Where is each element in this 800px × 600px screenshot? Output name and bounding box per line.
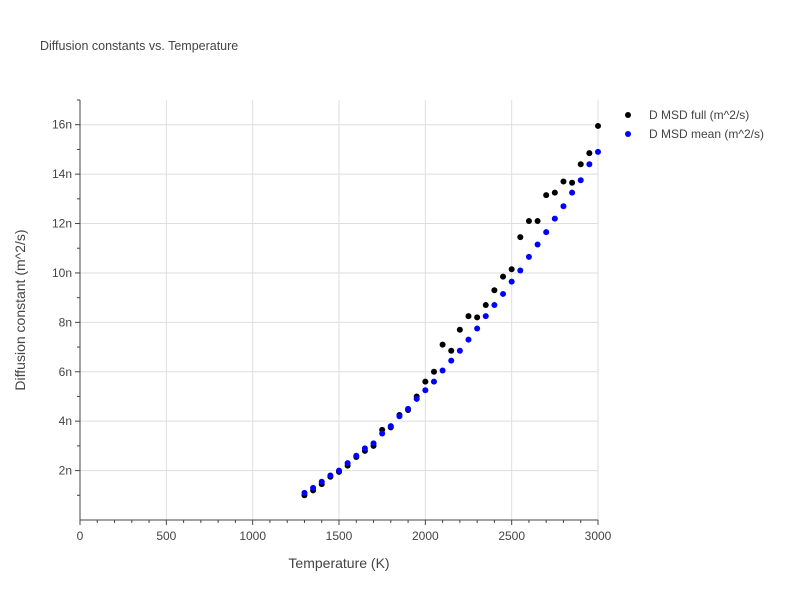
data-point — [595, 148, 601, 155]
data-point — [508, 278, 515, 285]
legend[interactable]: D MSD full (m^2/s) D MSD mean (m^2/s) — [625, 108, 764, 141]
grid-layer — [80, 100, 599, 520]
data-point — [422, 378, 429, 385]
legend-item[interactable]: D MSD full (m^2/s) — [625, 108, 749, 122]
data-point — [508, 266, 515, 273]
data-point — [439, 367, 446, 374]
x-tick-label: 0 — [77, 529, 84, 543]
legend-item[interactable]: D MSD mean (m^2/s) — [625, 127, 764, 141]
series-d-msd-mean — [301, 148, 601, 496]
data-point — [430, 368, 437, 375]
data-point — [448, 347, 455, 354]
data-point — [405, 405, 412, 412]
data-point — [413, 395, 420, 402]
data-point — [586, 150, 593, 157]
x-axis-title: Temperature (K) — [288, 555, 389, 571]
data-point — [482, 302, 489, 309]
data-point — [525, 253, 532, 260]
data-point — [543, 192, 550, 199]
data-point — [318, 478, 325, 485]
data-point — [465, 336, 472, 343]
y-tick-label: 16n — [52, 118, 72, 132]
data-point — [456, 347, 463, 354]
data-point — [525, 218, 532, 225]
data-point — [422, 387, 429, 394]
y-tick-label: 2n — [59, 464, 72, 478]
data-point — [448, 357, 455, 364]
data-point — [474, 314, 481, 321]
x-tick-label: 500 — [156, 529, 176, 543]
y-axis-title: Diffusion constant (m^2/s) — [12, 229, 28, 390]
data-point — [396, 413, 403, 420]
points-layer — [301, 122, 601, 499]
x-tick-label: 3000 — [585, 529, 612, 543]
data-point — [327, 472, 334, 479]
data-point — [517, 234, 524, 241]
data-point — [577, 177, 584, 184]
chart-title: Diffusion constants vs. Temperature — [40, 39, 238, 53]
legend-marker — [625, 131, 631, 137]
data-point — [336, 467, 342, 474]
data-point — [560, 178, 567, 185]
series-d-msd-full — [301, 122, 601, 499]
y-tick-label: 6n — [59, 365, 72, 379]
axes-layer: 0 500 1000 1500 2000 2500 3000 2n 4n 6n 8n 10n 12n 14… — [52, 99, 612, 543]
x-tick-label: 2000 — [412, 529, 439, 543]
y-tick-label: 14n — [52, 167, 72, 181]
data-point — [569, 189, 576, 196]
x-tick-label: 1500 — [326, 529, 353, 543]
data-point — [500, 273, 507, 280]
data-point — [534, 218, 541, 225]
data-point — [543, 229, 550, 236]
data-point — [551, 189, 558, 196]
data-point — [500, 290, 507, 297]
data-point — [517, 267, 524, 274]
data-point — [379, 430, 386, 437]
data-point — [551, 215, 558, 222]
data-point — [560, 203, 567, 210]
data-point — [310, 484, 317, 491]
data-point — [370, 440, 377, 447]
data-point — [439, 341, 446, 348]
y-tick-label: 8n — [59, 315, 72, 329]
data-point — [491, 302, 498, 309]
data-point — [491, 287, 498, 294]
data-point — [465, 313, 472, 320]
data-point — [361, 445, 368, 452]
data-point — [344, 460, 351, 467]
data-point — [577, 161, 584, 168]
data-point — [387, 423, 394, 430]
y-tick-label: 10n — [52, 266, 72, 280]
data-point — [456, 326, 463, 333]
data-point — [474, 325, 481, 332]
data-point — [569, 179, 576, 186]
data-point — [301, 489, 308, 496]
data-point — [430, 378, 437, 385]
legend-label: D MSD mean (m^2/s) — [649, 127, 764, 141]
x-tick-label: 1000 — [239, 529, 266, 543]
legend-marker — [625, 112, 631, 118]
legend-label: D MSD full (m^2/s) — [649, 108, 749, 122]
data-point — [595, 122, 601, 129]
data-point — [534, 241, 541, 248]
y-tick-label: 12n — [52, 217, 72, 231]
data-point — [353, 452, 360, 459]
data-point — [482, 313, 489, 320]
y-tick-label: 4n — [59, 414, 72, 428]
x-tick-label: 2500 — [498, 529, 525, 543]
data-point — [586, 161, 593, 168]
